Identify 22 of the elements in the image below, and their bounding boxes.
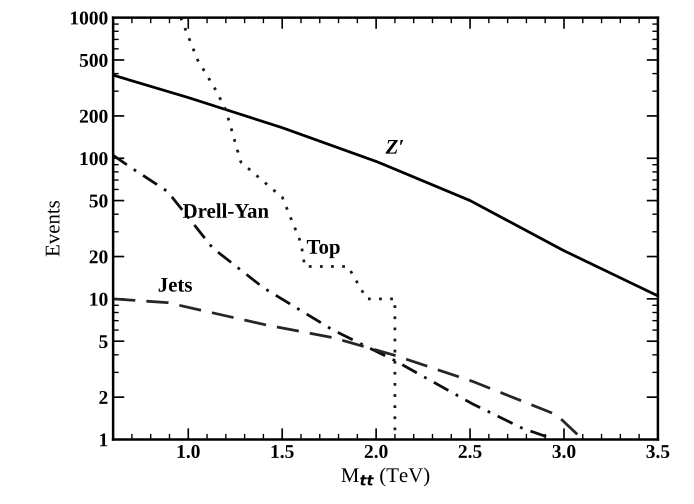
y-tick-label: 500: [80, 54, 108, 67]
x-tick-label: 3.0: [552, 444, 576, 458]
y-tick-label: 100: [80, 152, 108, 166]
series-label: Z′: [386, 140, 404, 154]
y-axis-title: Events: [46, 200, 60, 256]
x-tick-label: 1.0: [178, 444, 200, 458]
x-tick-label: 2.0: [364, 444, 388, 458]
y-tick-label: 2: [99, 391, 108, 404]
y-tick-label: 1000: [70, 11, 108, 25]
y-tick-label: 20: [90, 250, 108, 264]
x-tick-label: 1.5: [272, 445, 294, 458]
series-label: Drell-Yan: [182, 203, 269, 218]
y-tick-label: 1: [100, 433, 108, 446]
series-label: Top: [306, 240, 340, 258]
series-label: Jets: [158, 278, 192, 292]
x-axis-title: M$_{tt}$ (TeV): [341, 468, 430, 486]
x-tick-label: 3.5: [646, 444, 670, 458]
y-tick-label: 50: [90, 194, 108, 208]
y-tick-label: 200: [80, 110, 108, 123]
y-tick-label: 5: [99, 335, 108, 348]
y-tick-label: 10: [90, 292, 108, 306]
x-tick-label: 2.5: [458, 444, 482, 458]
